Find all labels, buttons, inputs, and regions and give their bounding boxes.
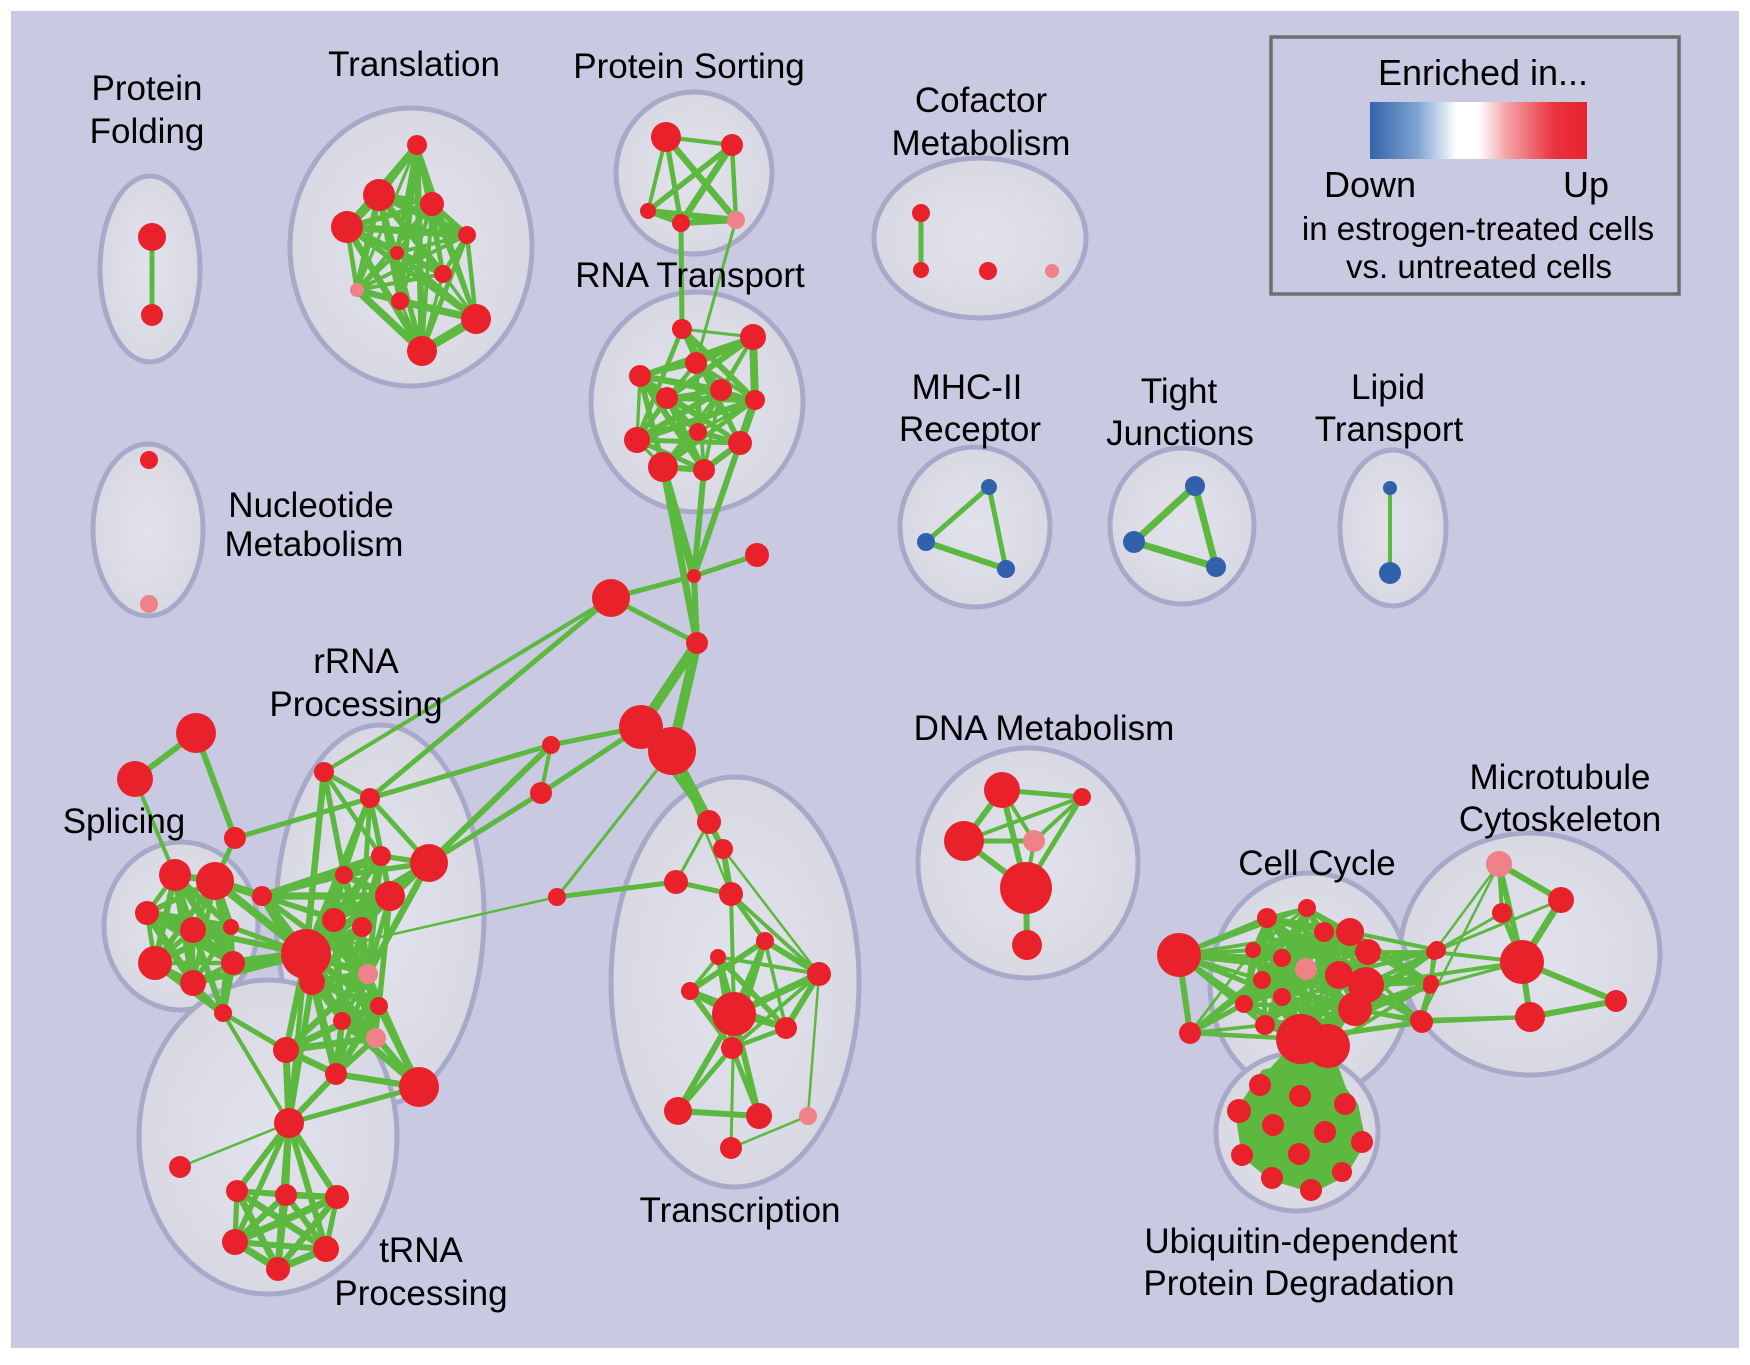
svg-text:Down: Down: [1324, 164, 1416, 205]
svg-text:Cofactor: Cofactor: [915, 81, 1048, 120]
svg-text:rRNA: rRNA: [313, 642, 399, 681]
svg-text:Metabolism: Metabolism: [892, 124, 1071, 163]
svg-text:Splicing: Splicing: [63, 802, 186, 841]
svg-text:Ubiquitin-dependent: Ubiquitin-dependent: [1144, 1222, 1458, 1261]
svg-text:tRNA: tRNA: [379, 1231, 463, 1270]
svg-text:Protein Sorting: Protein Sorting: [573, 47, 805, 86]
svg-text:Protein: Protein: [92, 69, 203, 108]
svg-text:DNA Metabolism: DNA Metabolism: [914, 709, 1175, 748]
svg-text:Folding: Folding: [90, 112, 205, 151]
svg-text:Microtubule: Microtubule: [1470, 758, 1651, 797]
svg-text:Cytoskeleton: Cytoskeleton: [1459, 800, 1661, 839]
svg-text:Protein Degradation: Protein Degradation: [1143, 1264, 1454, 1303]
svg-text:Tight: Tight: [1141, 372, 1218, 411]
svg-text:in estrogen-treated cells: in estrogen-treated cells: [1302, 210, 1654, 247]
svg-text:RNA Transport: RNA Transport: [575, 256, 805, 295]
svg-text:Receptor: Receptor: [899, 410, 1041, 449]
svg-text:Translation: Translation: [328, 45, 500, 84]
svg-text:MHC-II: MHC-II: [912, 368, 1023, 407]
svg-text:Lipid: Lipid: [1351, 368, 1425, 407]
svg-text:Nucleotide: Nucleotide: [228, 486, 393, 525]
svg-text:Processing: Processing: [334, 1274, 507, 1313]
svg-text:Junctions: Junctions: [1106, 414, 1254, 453]
svg-text:Enriched in...: Enriched in...: [1378, 52, 1588, 93]
svg-text:Metabolism: Metabolism: [225, 525, 404, 564]
svg-text:Up: Up: [1563, 164, 1609, 205]
svg-text:Transport: Transport: [1315, 410, 1464, 449]
svg-text:vs. untreated cells: vs. untreated cells: [1346, 248, 1612, 285]
svg-text:Cell Cycle: Cell Cycle: [1238, 844, 1396, 883]
svg-text:Transcription: Transcription: [640, 1191, 841, 1230]
svg-text:Processing: Processing: [269, 685, 442, 724]
